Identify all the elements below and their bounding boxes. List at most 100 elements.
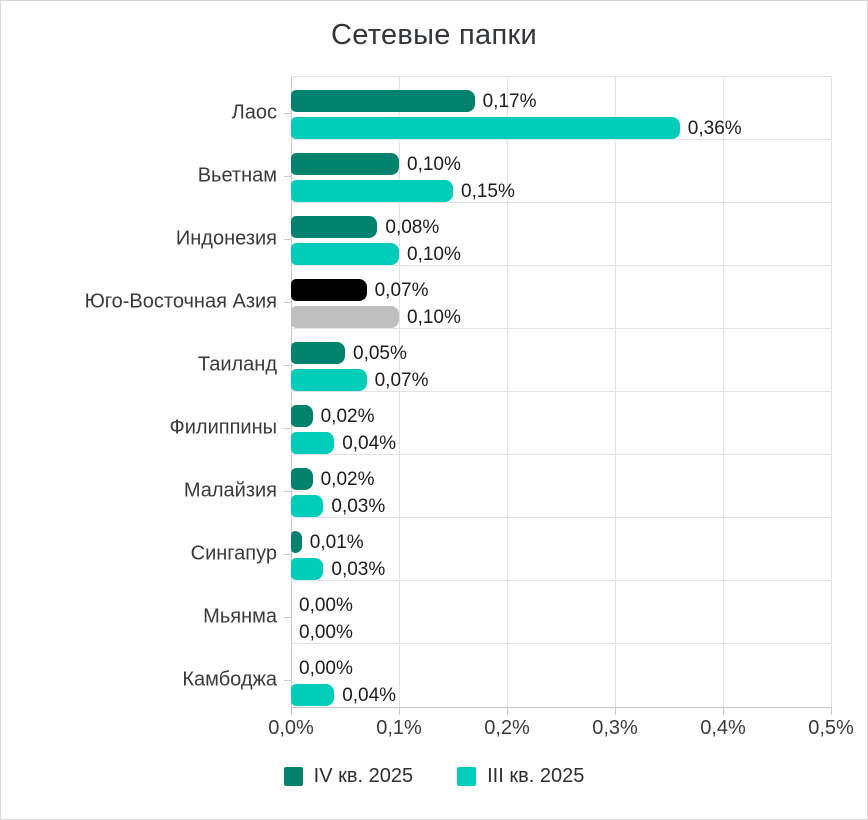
gridline-vertical (399, 77, 400, 707)
bar-value-label: 0,17% (482, 90, 537, 112)
bar-line: 0,10% (291, 306, 831, 328)
x-axis-tick (615, 707, 616, 715)
bar-q3 (291, 495, 324, 517)
category-tick (284, 428, 291, 429)
bar-q4 (291, 531, 302, 553)
bar-q4 (291, 342, 345, 364)
legend-label: III кв. 2025 (487, 765, 585, 787)
bar-line: 0,00% (291, 594, 831, 616)
legend-item: IV кв. 2025 (283, 765, 413, 788)
category-row: Филиппины 0,02% 0,04% (170, 392, 831, 455)
category-tick (284, 176, 291, 177)
bar-value-label: 0,04% (342, 432, 397, 454)
bar-line: 0,02% (291, 468, 831, 490)
bar-value-label: 0,04% (342, 684, 397, 706)
bar-line: 0,05% (291, 342, 831, 364)
x-axis-labels: 0,0% 0,1% 0,2% 0,3% 0,4% 0,5% (268, 717, 854, 743)
legend: IV кв. 2025 III кв. 2025 (1, 765, 867, 788)
category-tick (284, 617, 291, 618)
category-label: Камбоджа (182, 668, 277, 691)
bar-q3 (291, 180, 453, 202)
x-axis-tick-label: 0,4% (700, 717, 746, 739)
x-axis-tick-label: 0,2% (484, 717, 530, 739)
category-tick (284, 491, 291, 492)
bar-value-label: 0,05% (353, 342, 407, 364)
category-tick (284, 365, 291, 366)
bar-q4 (291, 216, 378, 238)
bar-value-label: 0,01% (309, 531, 364, 553)
category-tick (284, 302, 291, 303)
bar-line: 0,04% (291, 684, 831, 706)
x-axis-tick-label: 0,0% (268, 717, 314, 739)
x-axis-tick-label: 0,1% (376, 717, 422, 739)
bar-value-label: 0,03% (331, 495, 386, 517)
bar-q4 (291, 90, 475, 112)
category-tick (284, 113, 291, 114)
category-label: Вьетнам (197, 164, 277, 187)
legend-swatch (283, 767, 303, 786)
bar-value-label: 0,00% (299, 594, 353, 616)
category-tick (284, 239, 291, 240)
x-axis-tick (507, 707, 508, 715)
bar-q3 (291, 306, 399, 328)
bar-value-label: 0,00% (299, 657, 353, 679)
gridline-vertical (723, 77, 724, 707)
bar-q4 (291, 153, 399, 175)
x-axis-tick (291, 707, 292, 715)
category-row: Индонезия 0,08% 0,10% (176, 203, 831, 266)
category-label: Таиланд (197, 353, 277, 376)
category-row: Лаос 0,17% 0,36% (232, 77, 831, 140)
bar-q4 (291, 468, 313, 490)
category-row: Сингапур 0,01% 0,03% (191, 518, 831, 581)
bar-line: 0,02% (291, 405, 831, 427)
bar-line: 0,36% (291, 117, 831, 139)
bar-line: 0,07% (291, 279, 831, 301)
category-row: Юго-Восточная Азия 0,07% 0,10% (85, 266, 831, 329)
category-tick (284, 680, 291, 681)
bar-line: 0,03% (291, 558, 831, 580)
bar-q3 (291, 369, 367, 391)
category-label: Юго-Восточная Азия (84, 290, 277, 313)
gridline-vertical (507, 77, 508, 707)
bar-line: 0,10% (291, 153, 831, 175)
bar-value-label: 0,36% (687, 117, 742, 139)
bar-q3 (291, 558, 324, 580)
category-row: Малайзия 0,02% 0,03% (184, 455, 831, 518)
bar-q3 (291, 684, 335, 706)
legend-item: III кв. 2025 (457, 765, 584, 788)
x-axis-tick-label: 0,5% (808, 717, 854, 739)
bar-value-label: 0,10% (407, 306, 461, 328)
x-axis-tick (399, 707, 400, 715)
bar-line: 0,10% (291, 243, 831, 265)
category-row: Мьянма 0,00% 0,00% (203, 581, 831, 644)
bar-line: 0,00% (291, 657, 831, 679)
category-label: Сингапур (190, 542, 277, 565)
bar-line: 0,04% (291, 432, 831, 454)
gridline-vertical (291, 77, 292, 707)
bar-value-label: 0,03% (331, 558, 386, 580)
chart-title: Сетевые папки (331, 19, 537, 51)
bar-line: 0,00% (291, 621, 831, 643)
bar-value-label: 0,07% (374, 369, 429, 391)
category-tick (284, 554, 291, 555)
bar-value-label: 0,02% (320, 405, 375, 427)
bar-value-label: 0,15% (461, 180, 515, 202)
bar-line: 0,15% (291, 180, 831, 202)
bar-q3 (291, 432, 335, 454)
x-axis-tick (831, 707, 832, 715)
bar-value-label: 0,10% (407, 153, 461, 175)
category-row: Таиланд 0,05% 0,07% (198, 329, 831, 392)
bar-value-label: 0,07% (374, 279, 429, 301)
category-label: Мьянма (203, 605, 277, 628)
x-axis-tick (723, 707, 724, 715)
bar-q4 (291, 279, 367, 301)
bar-value-label: 0,08% (385, 216, 440, 238)
category-label: Лаос (231, 101, 277, 124)
x-axis-tick-label: 0,3% (592, 717, 638, 739)
bar-line: 0,01% (291, 531, 831, 553)
bar-value-label: 0,10% (407, 243, 461, 265)
bar-line: 0,08% (291, 216, 831, 238)
legend-swatch (457, 767, 477, 786)
bar-q4 (291, 405, 313, 427)
